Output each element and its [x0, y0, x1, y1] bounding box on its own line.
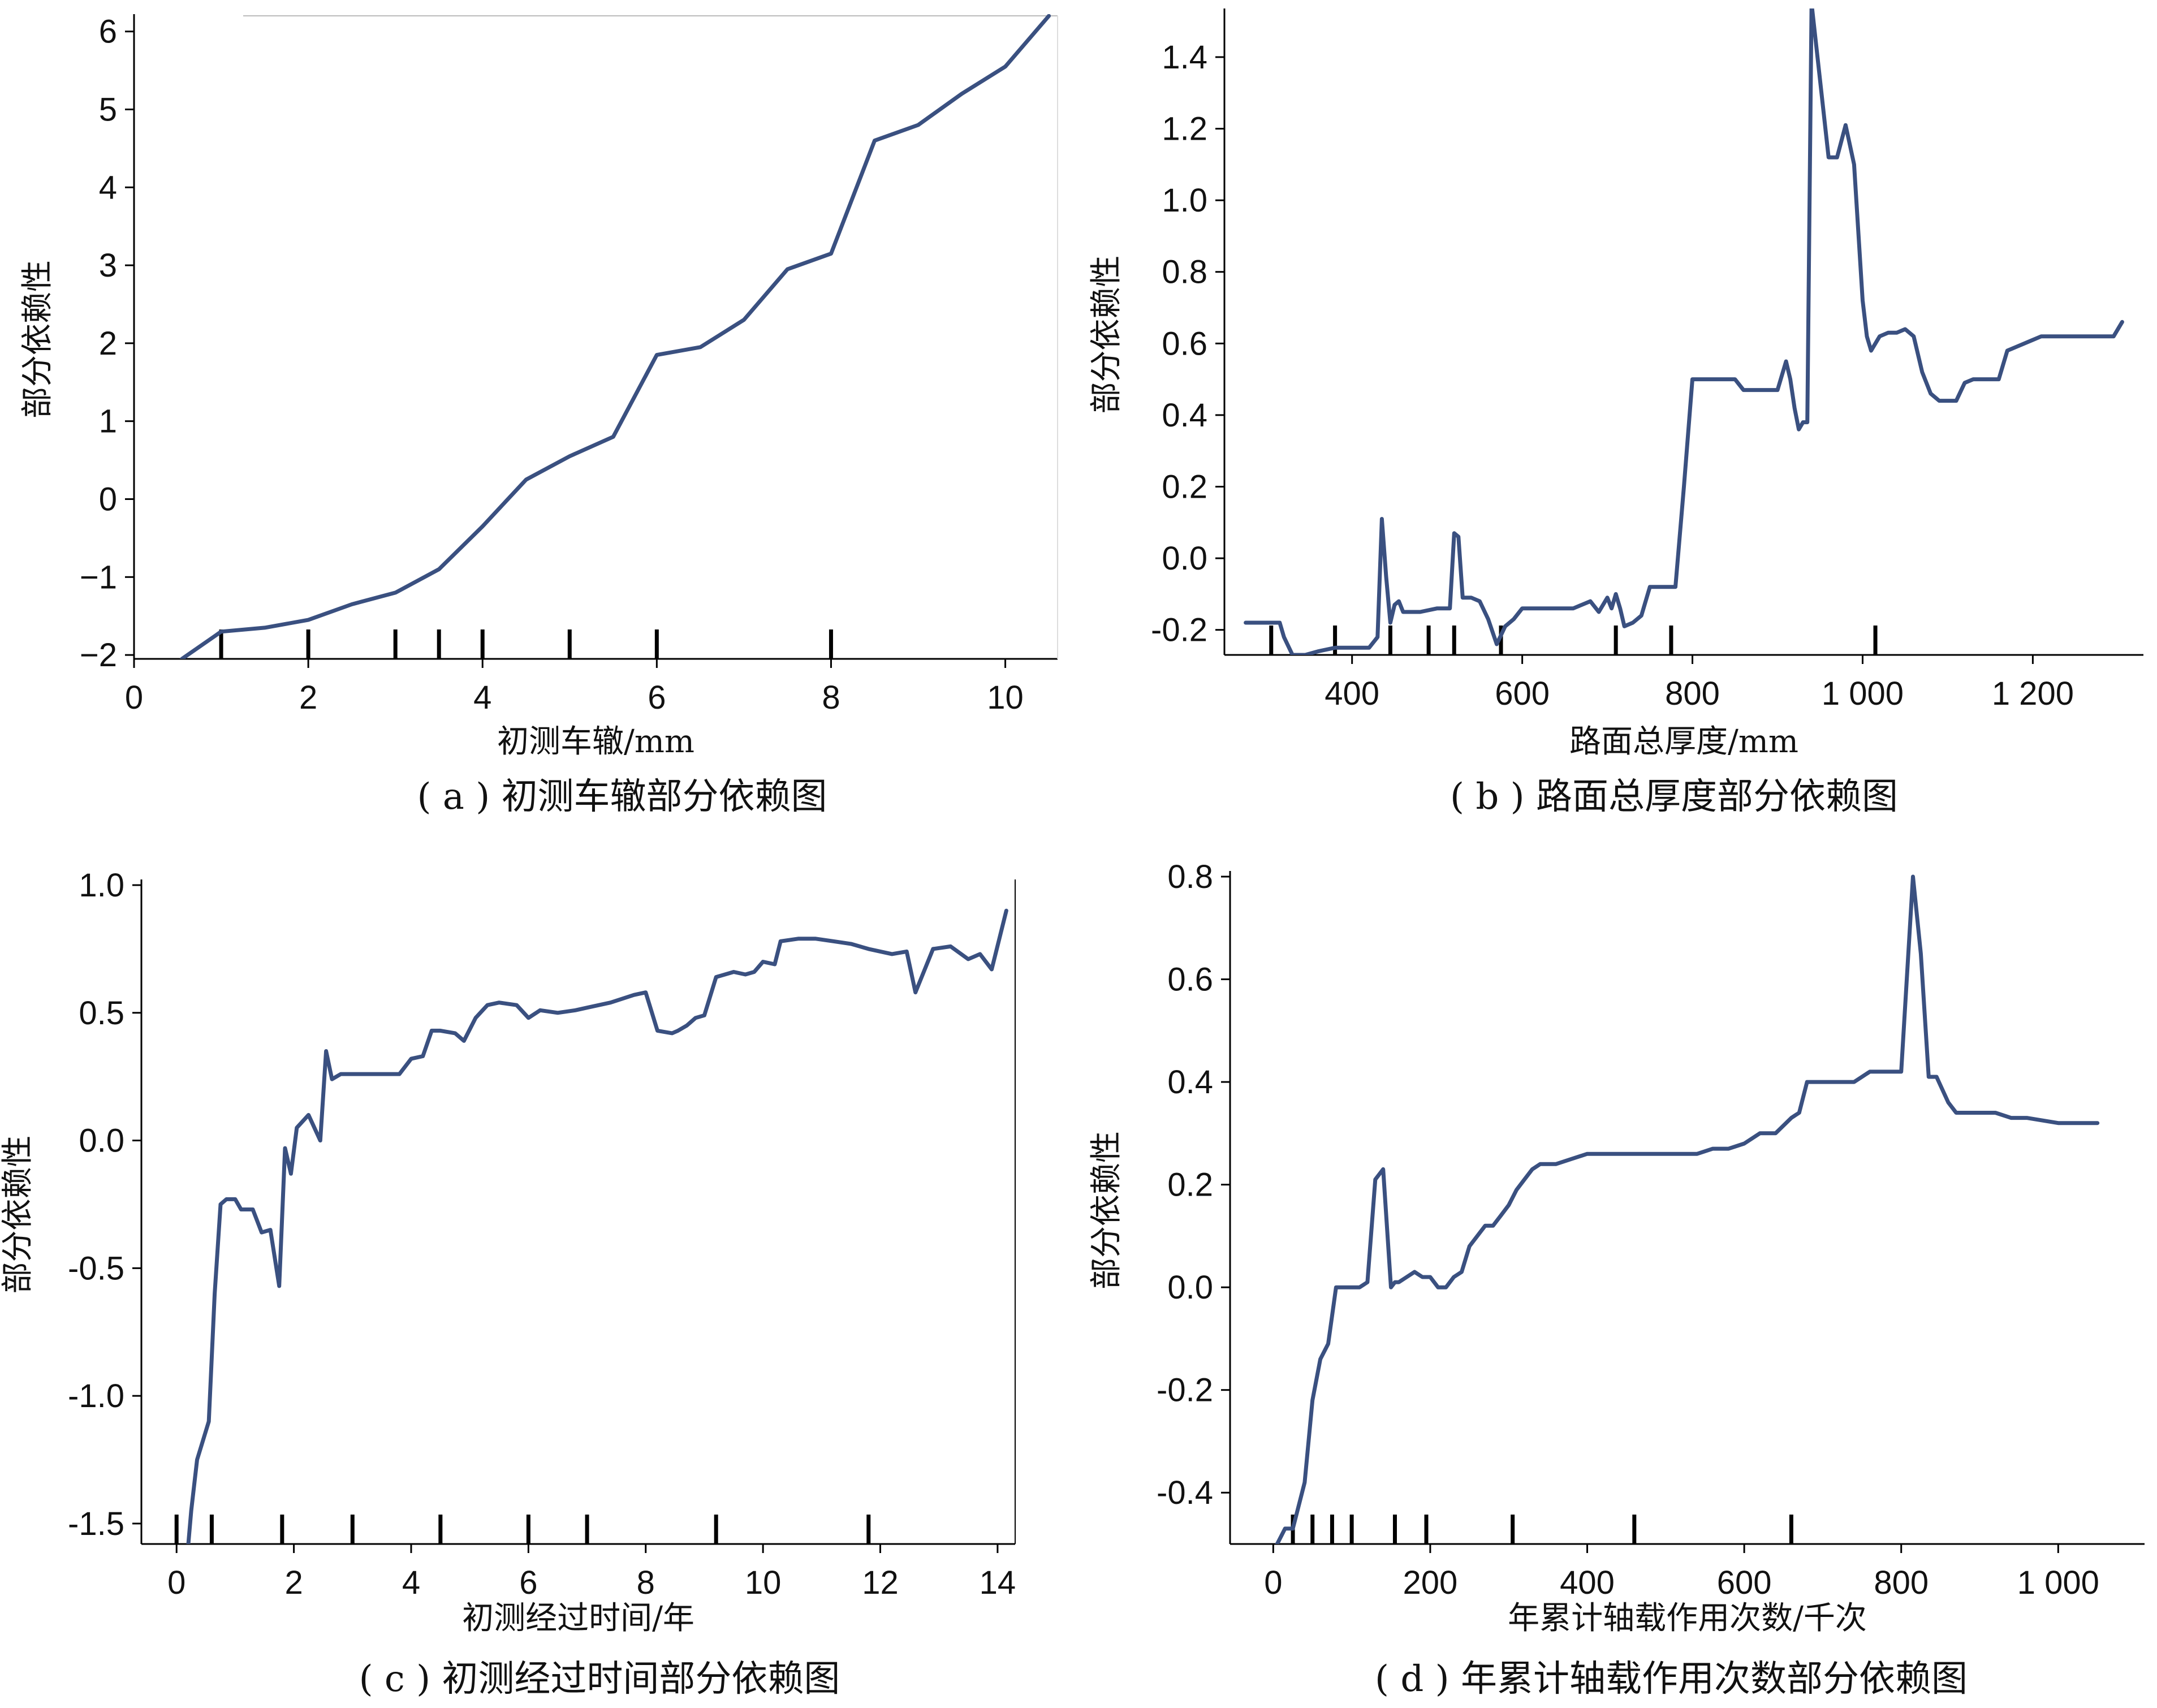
x-tick-label: 6: [519, 1564, 537, 1601]
x-tick-label: 800: [1665, 675, 1720, 712]
y-tick-label: 0.0: [79, 1123, 124, 1159]
y-tick-label: 1.2: [1162, 111, 1207, 148]
x-tick-label: 2: [284, 1564, 303, 1601]
x-tick-label: 10: [745, 1564, 782, 1601]
series-line: [180, 14, 1051, 659]
x-tick-label: 200: [1403, 1564, 1458, 1601]
x-tick-label: 8: [822, 679, 840, 716]
y-tick-label: 3: [99, 247, 117, 284]
x-tick-label: 6: [648, 679, 666, 716]
y-tick-label: 1: [99, 403, 117, 440]
y-tick-label: -1.5: [68, 1506, 124, 1542]
y-tick-label: 0.4: [1167, 1064, 1213, 1101]
series-line: [1244, 8, 2124, 655]
series-line: [1275, 874, 2100, 1544]
y-tick-label: 0.4: [1162, 397, 1207, 434]
y-axis-label: 部分依赖性: [1088, 256, 1125, 414]
x-tick-label: 800: [1874, 1564, 1929, 1601]
y-tick-label: 0.0: [1162, 540, 1207, 577]
y-tick-label: -0.5: [68, 1250, 124, 1287]
x-axis-label: 路面总厚度/mm: [1569, 723, 1798, 760]
y-tick-label: -1.0: [68, 1378, 124, 1414]
y-tick-label: 0.0: [1167, 1269, 1213, 1306]
y-axis-label: 部分依赖性: [1088, 1131, 1125, 1289]
x-tick-label: 0: [125, 679, 143, 716]
x-tick-label: 1 200: [1992, 675, 2074, 712]
x-tick-label: 4: [402, 1564, 420, 1601]
x-tick-label: 400: [1560, 1564, 1615, 1601]
y-tick-label: 0.5: [79, 995, 124, 1032]
y-tick-label: -0.2: [1151, 612, 1207, 649]
y-tick-label: 0: [99, 481, 117, 518]
panel-caption: ( c ) 初测经过时间部分依赖图: [359, 1658, 840, 1700]
x-axis-label: 初测经过时间/年: [462, 1600, 694, 1637]
panel-caption: ( a ) 初测车辙部分依赖图: [417, 776, 827, 818]
y-tick-label: 5: [99, 91, 117, 128]
x-tick-label: 8: [637, 1564, 655, 1601]
y-tick-label: 0.8: [1162, 254, 1207, 291]
panel-caption: ( d ) 年累计轴载作用次数部分依赖图: [1375, 1658, 1968, 1700]
x-tick-label: 14: [980, 1564, 1016, 1601]
y-tick-label: 1.0: [79, 867, 124, 904]
x-tick-label: 4: [473, 679, 491, 716]
y-tick-label: 6: [99, 14, 117, 50]
x-tick-label: 12: [862, 1564, 899, 1601]
y-tick-label: 0.2: [1167, 1167, 1213, 1204]
y-tick-label: −1: [80, 559, 117, 596]
x-tick-label: 10: [987, 679, 1024, 716]
x-tick-label: 600: [1495, 675, 1550, 712]
x-axis-label: 年累计轴载作用次数/千次: [1508, 1600, 1867, 1637]
x-tick-label: 600: [1717, 1564, 1772, 1601]
y-tick-label: 2: [99, 325, 117, 362]
y-axis-label: 部分依赖性: [19, 260, 56, 419]
y-tick-label: -0.4: [1157, 1474, 1213, 1511]
x-tick-label: 0: [167, 1564, 185, 1601]
y-tick-label: 1.4: [1162, 39, 1207, 76]
x-tick-label: 1 000: [2017, 1564, 2099, 1601]
y-tick-label: -0.2: [1157, 1372, 1213, 1409]
panel-caption: ( b ) 路面总厚度部分依赖图: [1450, 776, 1898, 818]
series-line: [186, 908, 1008, 1544]
y-tick-label: 4: [99, 169, 117, 206]
y-tick-label: 0.8: [1167, 859, 1213, 895]
x-axis-label: 初测车辙/mm: [497, 723, 694, 760]
y-tick-label: 0.2: [1162, 469, 1207, 506]
x-tick-label: 1 000: [1822, 675, 1904, 712]
y-tick-label: 0.6: [1162, 325, 1207, 362]
y-tick-label: 1.0: [1162, 182, 1207, 219]
x-tick-label: 0: [1264, 1564, 1282, 1601]
x-tick-label: 400: [1325, 675, 1379, 712]
y-axis-label: 部分依赖性: [0, 1136, 36, 1294]
y-tick-label: 0.6: [1167, 961, 1213, 998]
y-tick-label: −2: [80, 637, 117, 674]
x-tick-label: 2: [299, 679, 317, 716]
